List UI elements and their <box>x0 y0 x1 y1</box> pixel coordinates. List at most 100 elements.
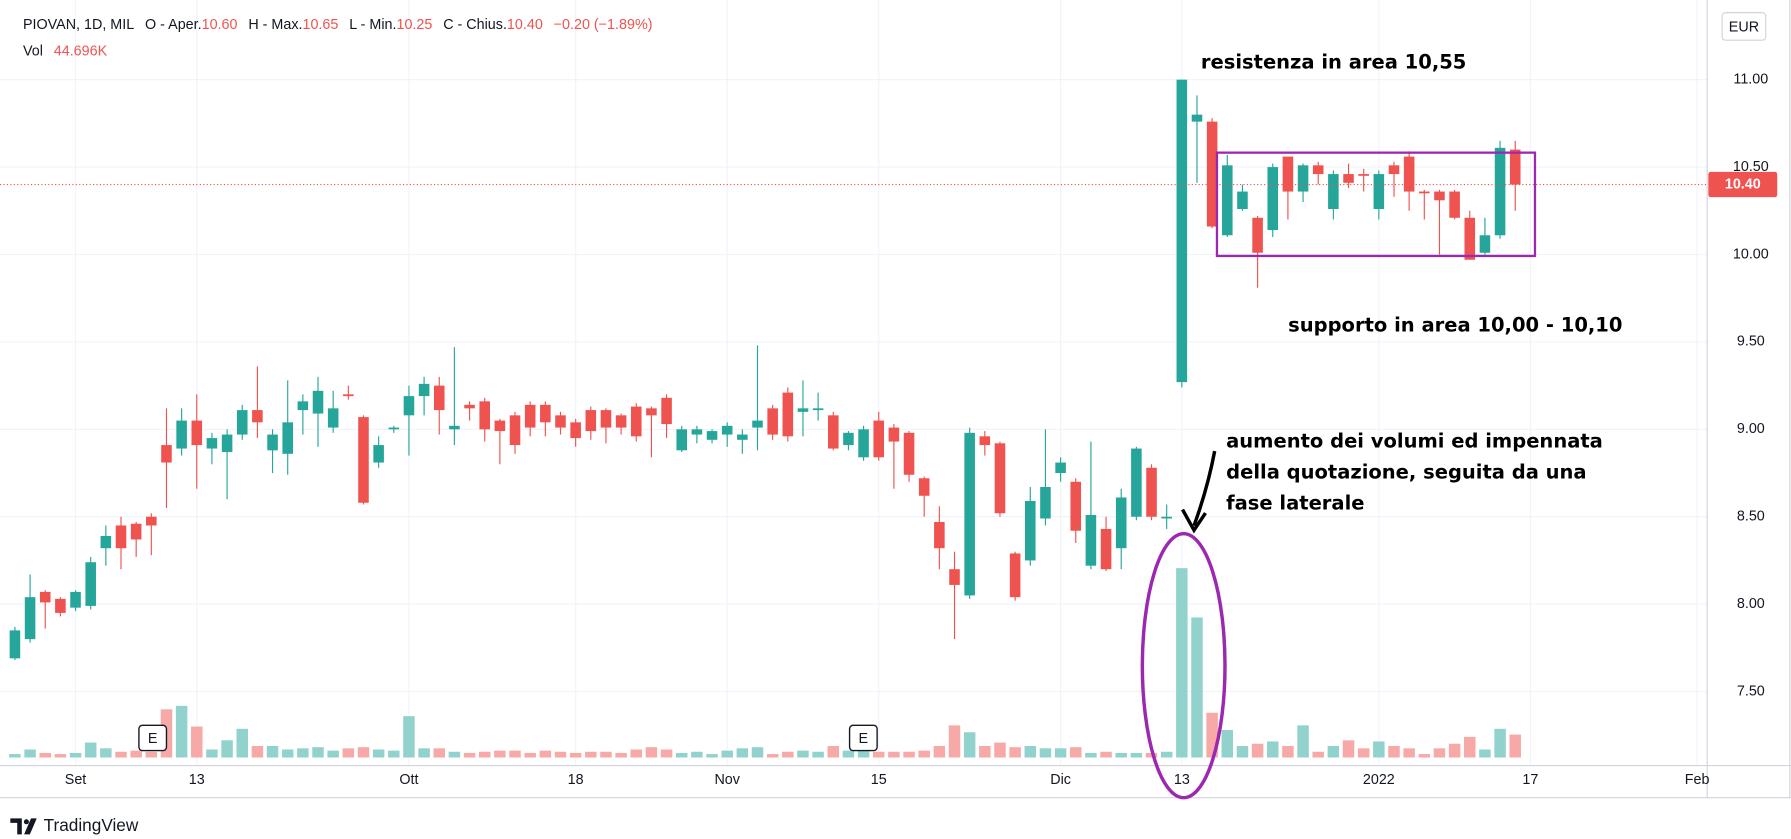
candle-body <box>706 431 718 440</box>
candle-body <box>100 535 112 549</box>
volume-bar <box>630 749 643 758</box>
volume-bar <box>1403 748 1415 758</box>
candle-body <box>1131 448 1142 517</box>
candle-body <box>1328 174 1339 210</box>
close-value: 10.40 <box>507 17 543 33</box>
candle-body <box>782 392 794 437</box>
event-marker[interactable] <box>848 724 878 752</box>
currency[interactable]: EUR <box>1729 19 1759 35</box>
volume-bar <box>524 752 536 758</box>
volume-bar <box>115 751 127 758</box>
high-value: 10.65 <box>302 17 338 33</box>
candle-body <box>964 432 975 596</box>
y-tick-label: 10.00 <box>1733 246 1769 262</box>
annotation: fase laterale <box>1226 491 1364 514</box>
volume-bar <box>1312 751 1324 758</box>
volume-bar <box>721 750 733 758</box>
candle-body <box>130 523 142 540</box>
volume-ellipse <box>1140 531 1227 800</box>
candle-body <box>146 516 157 526</box>
logo-mark <box>10 818 22 835</box>
candle-body <box>267 434 278 451</box>
volume-bar <box>100 748 112 758</box>
volume-bar <box>736 748 749 758</box>
volume-bar <box>1100 751 1112 758</box>
volume-bar <box>1418 754 1431 758</box>
volume-bar <box>812 751 824 758</box>
volume-bar <box>660 749 673 758</box>
volume-bar <box>539 750 552 758</box>
candle-body <box>1312 165 1324 175</box>
volume-bar <box>1373 741 1385 758</box>
candle-body <box>888 427 900 442</box>
candle-body <box>721 425 733 435</box>
candle-body <box>373 445 384 463</box>
volume-bar <box>782 751 794 758</box>
candle-body <box>934 521 945 549</box>
candle-body <box>1419 191 1430 194</box>
volume-bar <box>857 749 870 758</box>
candle-body <box>1494 147 1506 236</box>
volume-bar <box>175 705 188 758</box>
logo-mark <box>24 818 37 835</box>
candle-body <box>1297 165 1309 192</box>
volume-bar <box>585 751 597 758</box>
grid <box>0 0 1708 766</box>
candle-body <box>494 420 506 432</box>
volume-bar <box>1479 749 1491 758</box>
currency-box[interactable] <box>1721 12 1767 41</box>
candle-body <box>1373 174 1385 210</box>
volume-bar <box>933 746 946 758</box>
candle-body <box>312 390 324 414</box>
volume-bar <box>1494 728 1506 758</box>
arrow-head <box>1181 508 1207 534</box>
brand-logo[interactable]: TradingView <box>10 815 139 835</box>
candle-body <box>524 404 536 428</box>
volume-label: Vol <box>23 43 43 59</box>
volume-bar <box>39 752 51 758</box>
candle-body <box>630 406 642 437</box>
candle-body <box>994 443 1006 514</box>
candle-body <box>509 415 521 446</box>
volume-bar <box>948 725 961 758</box>
x-tick-label: Nov <box>714 772 740 788</box>
event-marker[interactable] <box>138 724 168 752</box>
x-tick-label: Feb <box>1685 772 1710 788</box>
x-tick-label: Ott <box>399 772 418 788</box>
candle-body <box>236 410 248 435</box>
x-tick-label: Set <box>65 772 87 788</box>
candle-body <box>1115 497 1127 549</box>
volume-bar <box>1054 748 1067 758</box>
x-tick-label: Dic <box>1050 772 1071 788</box>
volume-bar <box>1070 747 1082 758</box>
candle-body <box>433 385 445 411</box>
logo-dot <box>23 819 29 825</box>
event-label[interactable]: E <box>148 731 158 747</box>
candle-body <box>221 434 233 453</box>
candle-body <box>70 591 81 608</box>
volume-bar <box>54 754 67 758</box>
candle-body <box>403 396 415 416</box>
volume-bar <box>84 742 97 758</box>
open-value: 10.60 <box>202 17 238 33</box>
volume-bar <box>554 751 567 758</box>
candle-body <box>24 597 36 640</box>
volume-bar <box>9 754 21 758</box>
volume-bar <box>297 748 309 758</box>
annotation: resistenza in area 10,55 <box>1201 51 1466 74</box>
event-label[interactable]: E <box>859 731 869 747</box>
high-label: H - Max. <box>248 17 302 33</box>
candle-body <box>646 408 657 416</box>
candle-body <box>1085 514 1097 566</box>
brand[interactable]: TradingView <box>44 815 139 835</box>
volume-bar <box>1251 743 1264 758</box>
volume-bar <box>1221 729 1234 758</box>
candle-body <box>1009 553 1021 598</box>
candle-body <box>1358 174 1369 176</box>
y-tick-label: 11.00 <box>1733 71 1768 87</box>
volume-bar <box>145 751 158 758</box>
volume-pane <box>9 568 1521 758</box>
volume-bar <box>433 748 445 758</box>
